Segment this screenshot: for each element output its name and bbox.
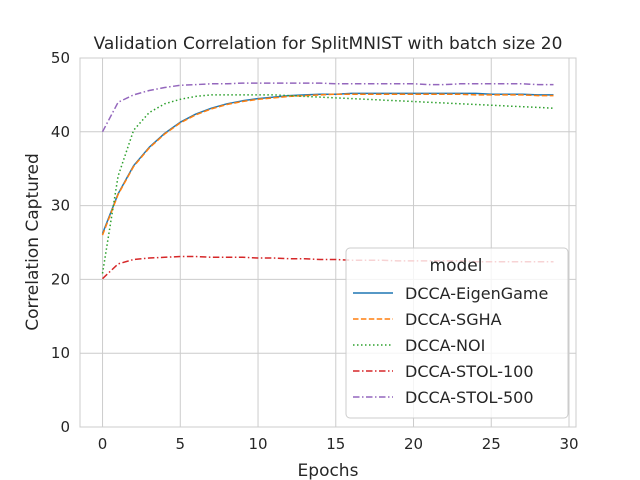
legend-box [345, 247, 569, 419]
y-tick-label: 10 [51, 344, 70, 362]
x-tick-label: 20 [404, 435, 423, 453]
legend-label: DCCA-EigenGame [405, 284, 548, 303]
y-tick-label: 0 [60, 418, 70, 436]
x-tick-label: 25 [482, 435, 501, 453]
x-tick-labels: 0 5 10 15 20 25 30 [98, 435, 579, 453]
chart-title: Validation Correlation for SplitMNIST wi… [94, 34, 563, 54]
legend: model DCCA-EigenGame DCCA-SGHA DCCA-NOI DCC… [345, 247, 569, 419]
series-line-dcca-noi [101, 94, 554, 274]
plot-frame [79, 57, 577, 428]
x-tick-label: 30 [559, 435, 578, 453]
y-tick-label: 40 [51, 123, 70, 141]
y-tick-label: 50 [51, 49, 70, 67]
y-tick-label: 20 [51, 270, 70, 288]
x-tick-label: 10 [248, 435, 267, 453]
x-tick-label: 5 [176, 435, 186, 453]
y-axis-label: Correlation Captured [23, 153, 43, 331]
y-tick-label: 30 [51, 197, 70, 215]
legend-label: DCCA-NOI [405, 336, 485, 355]
legend-title: model [430, 256, 483, 276]
x-tick-label: 15 [326, 435, 345, 453]
x-tick-label: 0 [98, 435, 108, 453]
series-line-dcca-sgha [101, 93, 554, 236]
legend-label: DCCA-STOL-500 [405, 388, 534, 407]
y-tick-labels: 0 10 20 30 40 50 [51, 49, 70, 436]
series-line-dcca-stol-500 [101, 82, 554, 133]
legend-label: DCCA-STOL-100 [405, 362, 534, 381]
legend-label: DCCA-SGHA [405, 310, 502, 329]
x-axis-label: Epochs [298, 461, 359, 480]
